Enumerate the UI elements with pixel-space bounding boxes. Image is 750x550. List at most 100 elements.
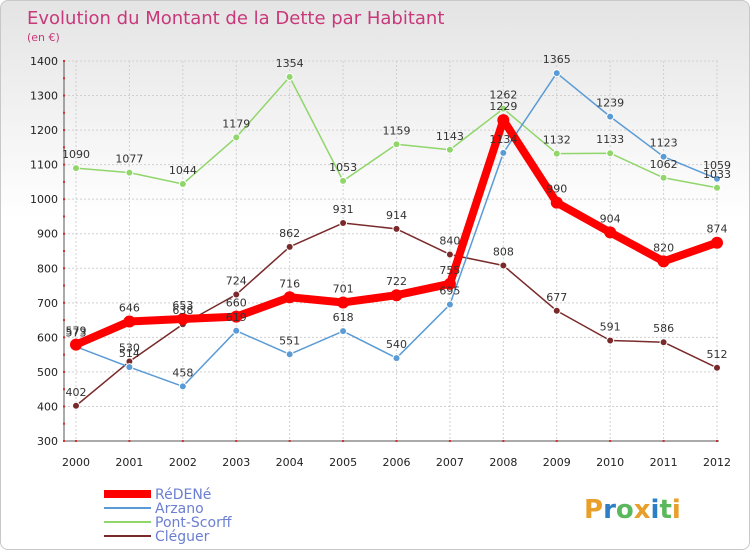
x-axis-marker xyxy=(128,440,131,442)
data-label: 755 xyxy=(439,264,460,277)
y-axis-marker xyxy=(63,94,65,97)
x-axis-marker xyxy=(609,440,612,442)
logo-letter: P xyxy=(584,495,603,525)
data-label: 1262 xyxy=(489,89,517,102)
y-axis-marker xyxy=(63,77,65,80)
data-point xyxy=(339,176,348,185)
data-point xyxy=(70,338,82,351)
logo-letter: r xyxy=(603,495,616,525)
data-point xyxy=(659,173,668,182)
data-label: 551 xyxy=(279,334,300,347)
logo-letter: i xyxy=(672,495,681,525)
data-label: 716 xyxy=(279,277,300,290)
y-axis-marker xyxy=(63,198,65,201)
data-label: 1239 xyxy=(596,97,624,110)
legend-label: Pont-Scorff xyxy=(155,515,232,531)
y-axis-marker xyxy=(63,388,65,391)
x-tick-label: 2000 xyxy=(62,456,90,469)
data-labels: 579 646 653 660 716 701 722 755 1229 990 904 820 874… xyxy=(62,53,731,399)
data-point xyxy=(178,382,187,391)
y-tick-label: 1300 xyxy=(30,90,58,103)
axes: 300 400 500 600 700 800 900 1000 1100 1200 1300 140… xyxy=(30,55,731,469)
data-point xyxy=(339,219,348,228)
data-point xyxy=(72,401,80,410)
data-point xyxy=(659,338,668,347)
y-tick-label: 1000 xyxy=(30,193,58,206)
data-label: 579 xyxy=(66,325,87,338)
data-point xyxy=(497,114,510,127)
x-tick-label: 2007 xyxy=(436,456,464,469)
data-label: 677 xyxy=(546,291,567,304)
y-axis-marker xyxy=(63,405,65,408)
data-point xyxy=(285,350,294,359)
y-tick-label: 900 xyxy=(37,228,58,241)
data-label: 619 xyxy=(226,311,247,324)
y-axis-marker xyxy=(63,232,65,235)
data-label: 530 xyxy=(119,342,140,355)
y-axis-marker xyxy=(63,215,65,218)
data-label: 646 xyxy=(119,301,140,314)
data-point xyxy=(606,112,615,121)
y-tick-label: 600 xyxy=(37,331,58,344)
data-label: 514 xyxy=(119,347,140,360)
data-point xyxy=(659,152,668,161)
proxiti-logo: Proxiti xyxy=(584,495,681,525)
x-tick-label: 2012 xyxy=(703,456,731,469)
data-point xyxy=(392,140,401,149)
data-point xyxy=(445,300,454,309)
logo-letter: x xyxy=(634,495,651,525)
data-label: 722 xyxy=(386,275,407,288)
data-label: 1059 xyxy=(703,159,731,172)
data-label: 591 xyxy=(600,320,621,333)
x-tick-label: 2006 xyxy=(383,456,411,469)
y-axis-marker xyxy=(63,422,65,425)
logo-letter: i xyxy=(651,495,660,525)
data-point xyxy=(606,336,615,345)
data-label: 695 xyxy=(439,285,460,298)
x-axis-marker xyxy=(716,440,718,442)
data-point xyxy=(499,104,508,113)
data-label: 638 xyxy=(172,304,193,317)
data-label: 573 xyxy=(66,327,87,340)
data-label: 874 xyxy=(707,223,728,236)
legend-label: Cléguer xyxy=(155,529,210,545)
data-point xyxy=(499,261,508,270)
data-point xyxy=(713,174,721,183)
data-point xyxy=(285,72,294,81)
data-point xyxy=(711,236,723,249)
data-point xyxy=(443,277,456,290)
x-tick-label: 2011 xyxy=(650,456,678,469)
data-label: 586 xyxy=(653,322,674,335)
logo-letter: o xyxy=(616,495,634,525)
legend-label: Arzano xyxy=(155,501,204,517)
data-label: 862 xyxy=(279,227,300,240)
y-tick-label: 700 xyxy=(37,297,58,310)
data-point xyxy=(392,224,401,233)
x-tick-label: 2008 xyxy=(489,456,517,469)
data-label: 660 xyxy=(226,297,247,310)
data-point xyxy=(445,145,454,154)
data-point xyxy=(339,327,348,336)
data-point xyxy=(606,149,615,158)
y-axis-marker xyxy=(63,336,65,339)
y-axis-marker xyxy=(63,353,65,356)
y-axis-marker xyxy=(63,163,65,166)
data-label: 1133 xyxy=(596,133,624,146)
x-axis-marker xyxy=(342,440,345,442)
x-axis-marker xyxy=(555,440,558,442)
data-label: 1053 xyxy=(329,161,357,174)
data-point xyxy=(232,326,241,335)
x-tick-label: 2004 xyxy=(276,456,304,469)
y-tick-label: 300 xyxy=(37,435,58,448)
data-label: 618 xyxy=(333,311,354,324)
y-tick-label: 1400 xyxy=(30,55,58,68)
x-axis-marker xyxy=(235,440,238,442)
data-point xyxy=(550,196,563,209)
y-tick-label: 500 xyxy=(37,366,58,379)
data-label: 1033 xyxy=(703,168,731,181)
data-label: 1044 xyxy=(169,164,197,177)
y-axis-marker xyxy=(63,129,65,132)
x-axis-marker xyxy=(288,440,291,442)
data-label: 1159 xyxy=(383,124,411,137)
